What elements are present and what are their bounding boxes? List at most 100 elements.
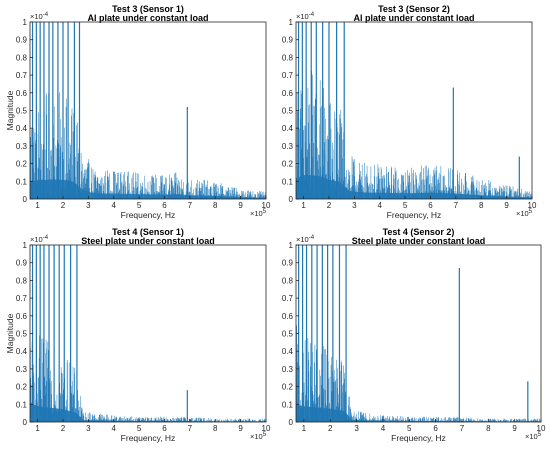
x-tick-label: 1: [35, 201, 40, 210]
y-tick-label: 0.4: [282, 124, 294, 133]
y-tick-label: 0: [289, 195, 294, 204]
plot-frame: [295, 21, 533, 200]
y-tick-label: 0.2: [16, 160, 28, 169]
chart-title: Test 3 (Sensor 1): [112, 4, 184, 14]
x-tick-label: 7: [188, 424, 193, 433]
x-tick-label: 4: [112, 201, 117, 210]
chart-subtitle: Steel plate under constant load: [352, 236, 486, 246]
y-tick-label: 0.5: [282, 107, 294, 116]
chart-title: Test 3 (Sensor 2): [378, 4, 450, 14]
x-tick-label: 4: [112, 424, 117, 433]
x-tick-label: 9: [504, 201, 509, 210]
chart-panel-1: Test 3 (Sensor 1)Al plate under constant…: [5, 4, 271, 220]
y-exponent-label: ×10-4: [296, 235, 315, 244]
chart-panel-2: Test 3 (Sensor 2)Al plate under constant…: [282, 4, 537, 220]
y-tick-label: 0.1: [16, 177, 28, 186]
x-tick-label: 3: [352, 201, 357, 210]
plot-frame: [29, 21, 267, 200]
y-tick-label: 0.4: [16, 124, 28, 133]
y-exponent-label: ×10-4: [296, 12, 315, 21]
x-tick-label: 9: [238, 201, 243, 210]
x-exponent-label: ×105: [250, 209, 267, 218]
y-tick-label: 1: [23, 18, 28, 27]
x-tick-label: 2: [61, 424, 66, 433]
y-tick-label: 0.5: [282, 330, 294, 339]
x-tick-label: 8: [213, 201, 218, 210]
y-tick-label: 0.5: [16, 107, 28, 116]
y-tick-label: 0.3: [16, 142, 28, 151]
x-tick-label: 1: [35, 424, 40, 433]
y-exponent-label: ×10-4: [30, 235, 49, 244]
x-tick-label: 10: [537, 424, 546, 433]
x-tick-label: 1: [302, 424, 307, 433]
x-axis-label: Frequency, Hz: [121, 210, 176, 220]
spectrum-series: [296, 22, 532, 199]
x-axis-label: Frequency, Hz: [391, 433, 446, 443]
x-tick-label: 9: [512, 424, 517, 433]
spectrum-series: [30, 22, 266, 199]
y-tick-label: 0.8: [16, 53, 28, 62]
y-axis-label: Magnitude: [5, 313, 15, 353]
y-tick-label: 0.7: [16, 294, 28, 303]
x-tick-label: 10: [528, 201, 537, 210]
y-tick-label: 0.1: [282, 177, 294, 186]
x-tick-label: 5: [407, 424, 412, 433]
x-tick-label: 3: [354, 424, 359, 433]
y-tick-label: 0.5: [16, 330, 28, 339]
x-tick-label: 5: [137, 201, 142, 210]
y-tick-label: 0.1: [282, 400, 294, 409]
x-tick-label: 7: [460, 424, 465, 433]
spectrum-series: [30, 245, 266, 422]
y-tick-label: 0.9: [16, 259, 28, 268]
x-tick-label: 3: [86, 201, 91, 210]
y-tick-label: 1: [289, 241, 294, 250]
x-tick-label: 10: [262, 424, 271, 433]
y-tick-label: 0.3: [282, 365, 294, 374]
x-tick-label: 2: [327, 201, 332, 210]
x-tick-label: 6: [428, 201, 433, 210]
y-tick-label: 0: [23, 195, 28, 204]
y-tick-label: 0: [289, 418, 294, 427]
y-tick-label: 0.7: [16, 71, 28, 80]
y-tick-label: 1: [289, 18, 294, 27]
y-tick-label: 0.9: [282, 259, 294, 268]
y-exponent-label: ×10-4: [30, 12, 49, 21]
y-tick-label: 0.9: [282, 36, 294, 45]
y-tick-label: 0.3: [282, 142, 294, 151]
x-exponent-label: ×105: [516, 209, 533, 218]
x-tick-label: 7: [188, 201, 193, 210]
chart-subtitle: Al plate under constant load: [87, 13, 208, 23]
chart-subtitle: Al plate under constant load: [353, 13, 474, 23]
y-tick-label: 0.1: [16, 400, 28, 409]
y-tick-label: 0.8: [16, 276, 28, 285]
y-tick-label: 0.6: [16, 89, 28, 98]
chart-subtitle: Steel plate under constant load: [81, 236, 215, 246]
y-tick-label: 0.7: [282, 71, 294, 80]
x-tick-label: 6: [162, 201, 167, 210]
x-tick-label: 10: [262, 201, 271, 210]
y-tick-label: 0.6: [16, 312, 28, 321]
y-tick-label: 0.8: [282, 276, 294, 285]
y-axis-label: Magnitude: [5, 90, 15, 130]
x-exponent-label: ×105: [250, 432, 267, 441]
x-tick-label: 8: [479, 201, 484, 210]
x-tick-label: 4: [381, 424, 386, 433]
spectrum-series: [296, 245, 541, 422]
x-tick-label: 6: [433, 424, 438, 433]
y-tick-label: 0: [23, 418, 28, 427]
chart-title: Test 4 (Sensor 2): [383, 227, 455, 237]
chart-title: Test 4 (Sensor 1): [112, 227, 184, 237]
x-tick-label: 8: [213, 424, 218, 433]
y-tick-label: 0.7: [282, 294, 294, 303]
plot-frame: [29, 244, 267, 423]
y-tick-label: 0.3: [16, 365, 28, 374]
y-tick-label: 0.4: [282, 347, 294, 356]
y-tick-label: 0.4: [16, 347, 28, 356]
x-tick-label: 1: [301, 201, 306, 210]
x-tick-label: 6: [162, 424, 167, 433]
x-axis-label: Frequency, Hz: [121, 433, 176, 443]
spectrum-band: [296, 404, 541, 422]
spectrum-band: [296, 175, 532, 199]
x-tick-label: 2: [328, 424, 333, 433]
